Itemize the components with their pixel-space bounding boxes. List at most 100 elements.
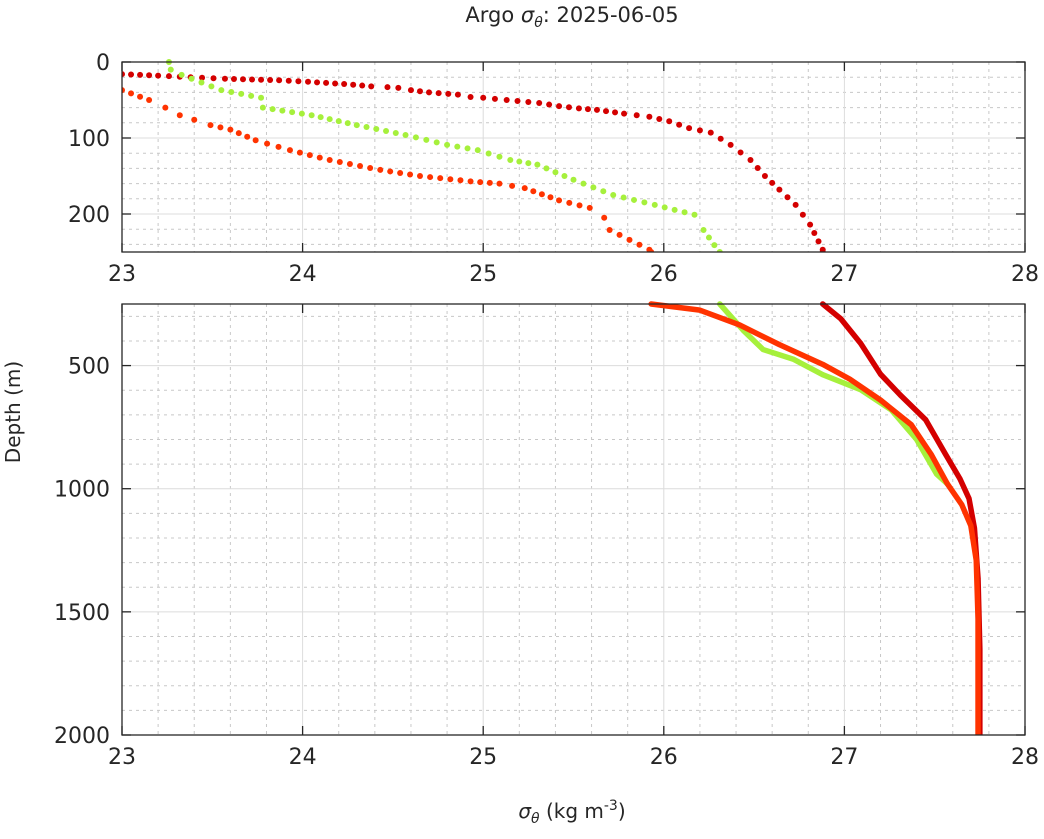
data-point — [176, 112, 183, 119]
data-point — [218, 87, 225, 94]
data-point — [566, 199, 573, 206]
data-point — [575, 105, 582, 112]
x-tick-label: 28 — [1011, 745, 1039, 770]
data-point — [737, 149, 744, 156]
x-tick-label: 24 — [289, 262, 317, 287]
data-point — [122, 87, 125, 94]
data-point — [267, 76, 274, 83]
data-point — [336, 159, 343, 166]
data-point — [323, 79, 330, 86]
data-point — [784, 194, 791, 201]
data-point — [697, 307, 703, 313]
series-profile-orange-red — [648, 301, 981, 735]
data-point — [671, 206, 678, 213]
data-point — [198, 79, 205, 86]
data-point — [402, 131, 409, 138]
data-point — [616, 231, 623, 238]
data-point — [346, 160, 353, 167]
data-point — [276, 77, 283, 84]
x-tick-label: 27 — [830, 262, 858, 287]
data-point — [427, 174, 434, 181]
data-point — [651, 201, 658, 208]
data-point — [496, 180, 503, 187]
data-point — [295, 78, 302, 85]
data-point — [279, 107, 286, 114]
data-point — [359, 82, 366, 89]
data-point — [760, 347, 766, 353]
data-point — [799, 211, 806, 218]
data-point — [606, 226, 613, 233]
data-point — [264, 140, 271, 147]
data-point — [620, 194, 627, 201]
data-point — [966, 496, 972, 502]
data-point — [717, 135, 724, 142]
data-point — [521, 185, 528, 192]
data-point — [373, 126, 380, 133]
data-point — [565, 104, 572, 111]
data-point — [447, 176, 454, 183]
data-point — [646, 113, 653, 120]
data-point — [269, 106, 276, 113]
data-point — [326, 116, 333, 123]
data-point — [791, 356, 797, 362]
data-point — [944, 481, 950, 487]
x-tick-label: 25 — [469, 262, 497, 287]
data-point — [536, 100, 543, 107]
data-point — [285, 77, 292, 84]
series-profile-dark-red — [122, 71, 826, 252]
data-point — [238, 90, 245, 97]
x-tick-label: 26 — [650, 745, 678, 770]
y-axis-label: Depth (m) — [1, 361, 25, 463]
data-point — [227, 126, 234, 133]
data-point — [820, 372, 826, 378]
y-tick-label: 200 — [68, 203, 110, 228]
x-tick-label: 25 — [469, 745, 497, 770]
data-point — [538, 191, 545, 198]
data-point — [603, 108, 610, 115]
data-point — [820, 361, 826, 367]
data-point — [367, 164, 374, 171]
series-profile-orange-red — [122, 87, 655, 252]
axes-frame — [121, 303, 1026, 736]
data-point — [546, 101, 553, 108]
data-point — [666, 118, 673, 125]
data-point — [306, 152, 313, 159]
data-point — [317, 114, 324, 121]
data-point — [407, 171, 414, 178]
data-point — [146, 72, 153, 79]
data-point — [377, 166, 384, 173]
x-tick-label: 23 — [108, 745, 136, 770]
data-point — [570, 176, 577, 183]
data-point — [747, 157, 754, 164]
panel-upper: 23 24 25 26 27 28 0 100 200 — [68, 51, 1039, 287]
data-point — [727, 141, 734, 148]
data-point — [335, 118, 342, 125]
data-point — [525, 160, 532, 167]
data-point — [686, 125, 693, 132]
data-point — [908, 422, 914, 428]
data-point — [146, 97, 153, 103]
data-point — [445, 90, 452, 97]
y-tick-label: 1500 — [54, 601, 110, 626]
y-tick-label: 500 — [68, 355, 110, 380]
data-point — [433, 139, 440, 146]
data-point — [314, 79, 321, 86]
data-point — [552, 169, 559, 176]
data-point — [235, 130, 242, 137]
data-point — [769, 179, 776, 186]
data-point — [350, 81, 357, 88]
data-layer — [648, 301, 983, 735]
data-point — [326, 157, 333, 164]
data-point — [968, 523, 974, 529]
data-point — [556, 197, 563, 204]
data-point — [656, 116, 663, 122]
data-point — [648, 249, 655, 252]
data-point — [228, 89, 235, 96]
data-point — [878, 371, 884, 377]
data-point — [296, 149, 303, 156]
data-point — [943, 451, 949, 457]
data-point — [155, 72, 162, 79]
data-point — [384, 84, 391, 91]
data-point — [221, 75, 228, 82]
